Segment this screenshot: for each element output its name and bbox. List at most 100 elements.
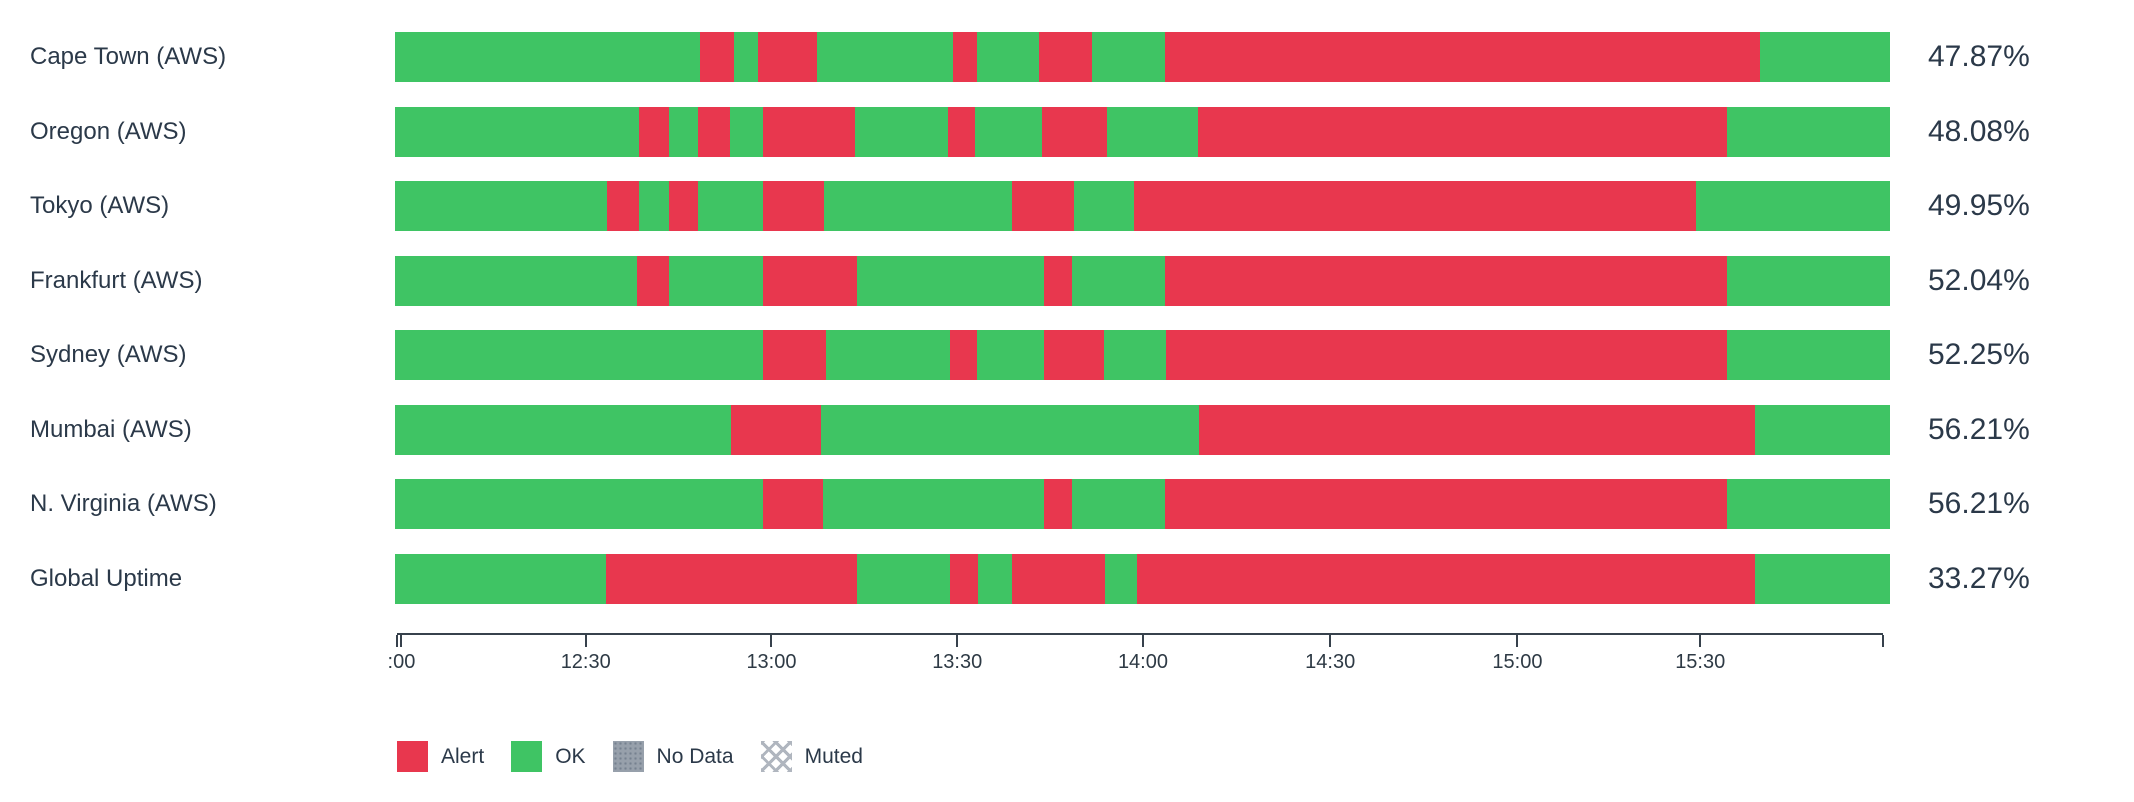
status-segment-alert[interactable] — [948, 106, 976, 157]
status-segment-alert[interactable] — [762, 330, 826, 381]
status-segment-alert[interactable] — [762, 181, 825, 232]
status-segment-alert[interactable] — [1039, 32, 1092, 83]
status-segment-ok[interactable] — [824, 181, 1013, 232]
row-label: N. Virginia (AWS) — [30, 490, 217, 518]
status-segment-alert[interactable] — [762, 255, 857, 306]
status-segment-ok[interactable] — [668, 106, 699, 157]
status-segment-ok[interactable] — [856, 255, 1044, 306]
status-segment-alert[interactable] — [1136, 553, 1756, 604]
status-bar[interactable] — [395, 330, 1890, 381]
status-segment-alert[interactable] — [1043, 330, 1104, 381]
legend-item-nodata[interactable]: No Data — [612, 741, 734, 772]
status-segment-ok[interactable] — [1103, 330, 1167, 381]
status-segment-ok[interactable] — [1072, 479, 1165, 530]
status-segment-ok[interactable] — [822, 479, 1044, 530]
status-segment-ok[interactable] — [395, 479, 763, 530]
status-segment-ok[interactable] — [825, 330, 950, 381]
status-segment-ok[interactable] — [1073, 181, 1134, 232]
status-segment-ok[interactable] — [1727, 255, 1890, 306]
status-segment-ok[interactable] — [1727, 106, 1890, 157]
status-segment-ok[interactable] — [1755, 553, 1890, 604]
status-segment-ok[interactable] — [821, 404, 1200, 455]
status-segment-alert[interactable] — [1043, 479, 1073, 530]
status-segment-ok[interactable] — [1106, 106, 1198, 157]
status-segment-alert[interactable] — [1012, 181, 1074, 232]
status-segment-alert[interactable] — [1164, 255, 1728, 306]
status-segment-alert[interactable] — [1164, 32, 1760, 83]
status-segment-alert[interactable] — [637, 255, 669, 306]
status-bar[interactable] — [395, 106, 1890, 157]
status-segment-ok[interactable] — [395, 255, 638, 306]
legend-swatch-ok-icon — [511, 741, 543, 772]
status-segment-ok[interactable] — [1091, 32, 1165, 83]
status-segment-alert[interactable] — [1199, 404, 1756, 455]
legend-item-ok[interactable]: OK — [511, 741, 586, 772]
status-segment-alert[interactable] — [605, 553, 857, 604]
status-segment-ok[interactable] — [1727, 479, 1890, 530]
status-segment-alert[interactable] — [762, 479, 823, 530]
status-segment-ok[interactable] — [1105, 553, 1137, 604]
status-segment-alert[interactable] — [607, 181, 639, 232]
status-segment-ok[interactable] — [668, 255, 763, 306]
status-segment-alert[interactable] — [1197, 106, 1728, 157]
axis-tick — [400, 635, 403, 647]
status-segment-alert[interactable] — [668, 181, 699, 232]
status-segment-ok[interactable] — [395, 553, 606, 604]
status-segment-ok[interactable] — [395, 330, 763, 381]
status-segment-alert[interactable] — [758, 32, 817, 83]
status-segment-ok[interactable] — [1759, 32, 1890, 83]
status-segment-ok[interactable] — [856, 553, 950, 604]
status-segment-alert[interactable] — [731, 404, 822, 455]
legend-label: OK — [555, 744, 586, 768]
status-segment-ok[interactable] — [1755, 404, 1890, 455]
status-segment-alert[interactable] — [949, 553, 979, 604]
legend-item-muted[interactable]: Muted — [760, 741, 863, 772]
status-segment-alert[interactable] — [949, 330, 977, 381]
status-segment-ok[interactable] — [638, 181, 669, 232]
status-bar[interactable] — [395, 553, 1890, 604]
status-segment-ok[interactable] — [395, 32, 700, 83]
status-segment-alert[interactable] — [699, 32, 735, 83]
status-segment-ok[interactable] — [395, 404, 732, 455]
legend-label: Muted — [804, 744, 863, 768]
status-segment-ok[interactable] — [1695, 181, 1890, 232]
status-bar[interactable] — [395, 32, 1890, 83]
status-segment-ok[interactable] — [729, 106, 763, 157]
status-segment-alert[interactable] — [638, 106, 669, 157]
status-segment-ok[interactable] — [976, 330, 1044, 381]
status-segment-ok[interactable] — [1072, 255, 1165, 306]
status-row: Mumbai (AWS) 56.21% — [0, 393, 2134, 468]
status-segment-ok[interactable] — [816, 32, 953, 83]
status-bar[interactable] — [395, 181, 1890, 232]
status-segment-ok[interactable] — [395, 181, 608, 232]
legend-label: No Data — [656, 744, 734, 768]
status-segment-alert[interactable] — [952, 32, 977, 83]
status-segment-ok[interactable] — [698, 181, 763, 232]
status-segment-ok[interactable] — [855, 106, 949, 157]
status-segment-alert[interactable] — [1042, 106, 1107, 157]
row-label: Sydney (AWS) — [30, 341, 187, 369]
status-segment-alert[interactable] — [1043, 255, 1073, 306]
row-label: Mumbai (AWS) — [30, 415, 192, 443]
axis-tick-label: 12:30 — [560, 651, 611, 673]
status-row: Tokyo (AWS) 49.95% — [0, 169, 2134, 244]
status-bar[interactable] — [395, 404, 1890, 455]
row-label: Cape Town (AWS) — [30, 43, 227, 71]
status-segment-alert[interactable] — [762, 106, 856, 157]
status-segment-ok[interactable] — [734, 32, 759, 83]
status-segment-ok[interactable] — [395, 106, 639, 157]
status-segment-ok[interactable] — [1727, 330, 1890, 381]
status-segment-ok[interactable] — [976, 32, 1040, 83]
status-segment-ok[interactable] — [975, 106, 1043, 157]
status-segment-alert[interactable] — [698, 106, 730, 157]
status-segment-alert[interactable] — [1133, 181, 1696, 232]
status-segment-alert[interactable] — [1166, 330, 1728, 381]
legend-item-alert[interactable]: Alert — [397, 741, 484, 772]
status-segment-alert[interactable] — [1164, 479, 1728, 530]
row-label: Frankfurt (AWS) — [30, 266, 203, 294]
axis-tick-label: :00 — [387, 651, 416, 673]
status-segment-ok[interactable] — [978, 553, 1013, 604]
status-bar[interactable] — [395, 255, 1890, 306]
status-segment-alert[interactable] — [1012, 553, 1106, 604]
status-bar[interactable] — [395, 479, 1890, 530]
